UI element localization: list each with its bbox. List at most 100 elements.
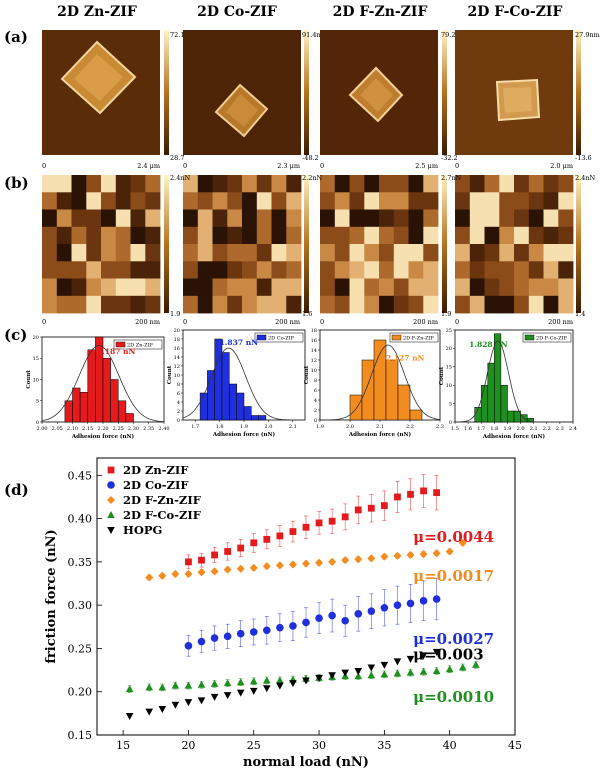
map-cell — [408, 244, 424, 262]
map-cell — [334, 295, 350, 314]
data-point — [184, 569, 193, 578]
legend-label: 2D Co-ZIF — [123, 478, 189, 492]
friction-coefficient-label: μ=0.003 — [413, 646, 484, 664]
panel-label-c: (c) — [4, 326, 27, 344]
map-cell — [514, 226, 530, 245]
data-point — [406, 550, 415, 559]
map-cell — [115, 295, 131, 314]
map-cell — [558, 175, 574, 193]
map-cell — [115, 244, 131, 262]
x-tick-label: 1.8 — [216, 424, 224, 430]
data-point — [276, 682, 284, 690]
map-cell — [514, 192, 530, 210]
map-cell — [115, 192, 131, 210]
map-cell — [56, 175, 72, 193]
data-point — [407, 490, 414, 498]
map-cell — [364, 226, 380, 245]
x-tick-label: 2.00 — [36, 426, 47, 432]
data-point — [276, 532, 284, 540]
map-cell — [393, 226, 409, 245]
data-point — [107, 511, 115, 518]
map-cell — [256, 278, 272, 297]
data-point — [158, 683, 167, 691]
map-cell — [115, 226, 131, 245]
map-cell — [227, 175, 243, 193]
histogram-legend-swatch — [256, 334, 267, 341]
y-tick-label: 15 — [33, 356, 39, 362]
map-cell — [271, 209, 287, 228]
map-cell — [469, 175, 485, 193]
map-cell — [514, 295, 530, 314]
y-tick-label: 8 — [177, 382, 180, 388]
map-cell — [379, 244, 395, 262]
x-tick-label: 2.10 — [67, 426, 78, 432]
map-cell — [320, 209, 336, 228]
data-point — [328, 672, 336, 680]
histogram-bar — [243, 406, 252, 421]
map-cell — [364, 192, 380, 210]
map-cell — [423, 295, 439, 314]
map-cell — [469, 261, 485, 279]
map-axis-size-0: 200 nm — [135, 318, 160, 326]
map-cell — [183, 244, 199, 262]
map-cell — [130, 192, 146, 210]
data-point — [380, 603, 389, 612]
data-point — [263, 685, 271, 693]
map-cell — [320, 278, 336, 297]
series-2d-f-zn-zif — [145, 538, 467, 582]
afm-axis-zero-1: 0 — [183, 162, 187, 170]
x-tick-label: 2.35 — [143, 426, 154, 432]
map-cell — [271, 244, 287, 262]
map-axis-zero-3: 0 — [455, 318, 459, 326]
map-cell — [349, 209, 365, 228]
map-cell — [543, 209, 559, 228]
histogram-legend-swatch — [115, 341, 126, 348]
map-cell — [227, 261, 243, 279]
y-tick-label: 0.40 — [68, 513, 93, 526]
histogram-bar — [79, 392, 88, 423]
map-cell — [393, 175, 409, 193]
map-cell — [86, 226, 102, 245]
map-axis-size-2: 200 nm — [413, 318, 438, 326]
map-cell — [212, 244, 228, 262]
map-cell — [242, 261, 258, 279]
map-cell — [145, 295, 161, 314]
column-title-co-zif: 2D Co-ZIF — [197, 4, 277, 20]
map-cell — [271, 278, 287, 297]
data-point — [107, 466, 115, 474]
x-tick-label: 2.2 — [406, 424, 414, 430]
map-cell — [86, 209, 102, 228]
x-tick-label: 2.3 — [436, 424, 444, 430]
map-cell — [364, 175, 380, 193]
afm-axis-size-2: 2.5 μm — [415, 162, 438, 170]
column-title-f-co-zif: 2D F-Co-ZIF — [468, 4, 563, 20]
map-cell — [499, 209, 515, 228]
map-cell — [242, 278, 258, 297]
data-point — [263, 676, 271, 684]
map-cell — [227, 278, 243, 297]
map-cell — [484, 175, 500, 193]
y-tick-label: 14 — [311, 348, 317, 354]
y-tick-label: 6 — [177, 391, 180, 397]
y-tick-label: 8 — [314, 378, 317, 384]
afm-scale-min-0: 28.7 — [170, 154, 184, 162]
map-cell — [408, 278, 424, 297]
map-cell — [469, 295, 485, 314]
data-point — [223, 679, 232, 687]
y-tick-label: 15 — [446, 365, 452, 371]
x-tick-label: 2.0 — [517, 426, 525, 432]
map-cell — [130, 175, 146, 193]
data-point — [354, 672, 363, 680]
x-tick-label: 20 — [181, 739, 195, 752]
x-tick-label: 1.7 — [191, 424, 199, 430]
y-tick-label: 18 — [174, 337, 180, 343]
map-cell — [514, 209, 530, 228]
data-point — [223, 632, 232, 641]
histogram-ylabel: Count — [26, 370, 32, 389]
map-cell — [145, 244, 161, 262]
map-cell — [320, 261, 336, 279]
map-cell — [42, 278, 58, 297]
histogram-bar — [349, 394, 363, 421]
afm-scale-min-1: -48.2 — [302, 154, 319, 162]
histogram-legend-swatch — [391, 334, 402, 341]
